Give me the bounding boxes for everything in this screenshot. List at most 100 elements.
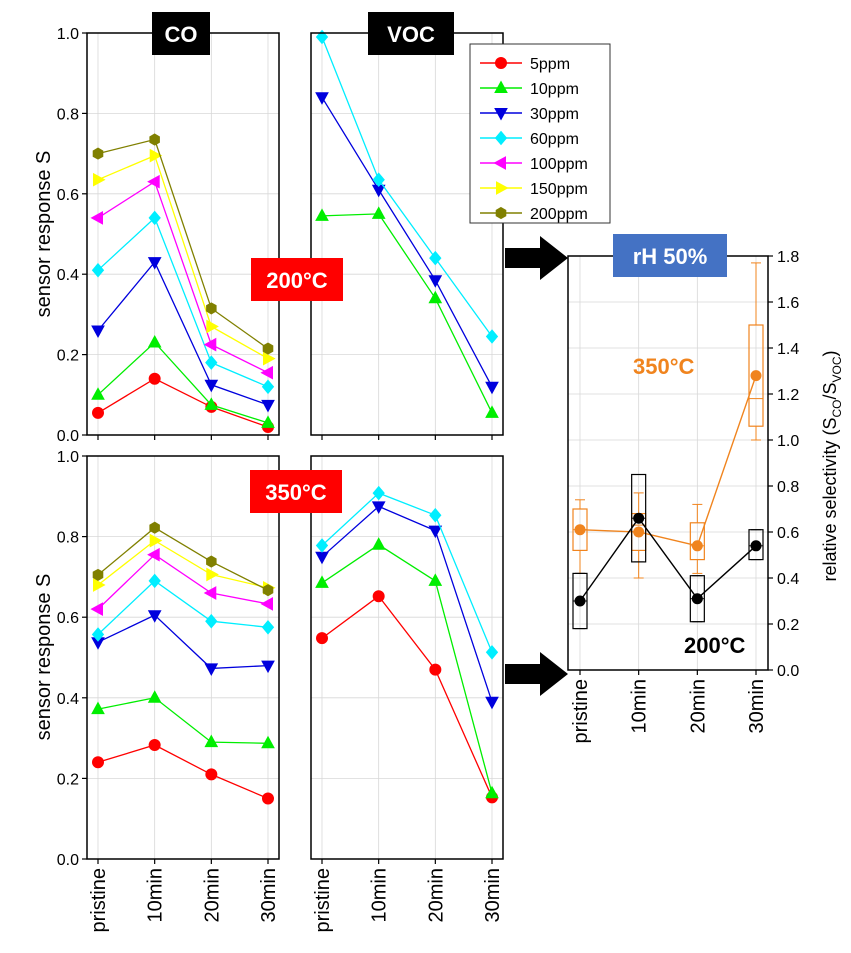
voc-title: VOC bbox=[387, 22, 435, 47]
legend-marker-s5 bbox=[495, 57, 507, 69]
data-point-s30 bbox=[261, 660, 275, 674]
x-tick-label: 30min bbox=[482, 868, 504, 922]
data-point-s150 bbox=[149, 533, 163, 548]
mean-point bbox=[750, 540, 762, 552]
series-layer bbox=[90, 29, 764, 805]
y-tick-label: 1.0 bbox=[57, 26, 79, 43]
data-point-s100 bbox=[90, 602, 103, 616]
data-point-s10 bbox=[315, 208, 329, 221]
mean-point bbox=[691, 540, 703, 552]
series-line-s30 bbox=[321, 96, 493, 388]
data-point-s150 bbox=[263, 351, 276, 366]
plot-frame-voc-350 bbox=[310, 455, 504, 860]
y-tick-label: 0.0 bbox=[57, 852, 79, 869]
data-point-s5 bbox=[205, 768, 218, 781]
data-point-s60 bbox=[429, 507, 442, 523]
data-point-s30 bbox=[485, 696, 499, 710]
legend-frame bbox=[469, 43, 611, 224]
x-tick-label: 20min bbox=[201, 868, 223, 922]
y-tick-label: 1.6 bbox=[777, 295, 799, 312]
data-point-s60 bbox=[261, 379, 275, 395]
y-tick-label: 1.2 bbox=[777, 387, 799, 404]
legend-marker-s60 bbox=[494, 130, 508, 146]
series-line-s100 bbox=[97, 180, 269, 374]
data-point-s150 bbox=[149, 148, 163, 163]
series-line-s150 bbox=[97, 539, 269, 589]
data-point-s30 bbox=[204, 379, 219, 393]
data-point-s10 bbox=[147, 334, 162, 348]
data-point-s150 bbox=[93, 578, 106, 592]
legend: 5ppm 10ppm 30ppm 60ppm 100ppm 150ppm 200ppm bbox=[469, 43, 611, 224]
x-tick-label: pristine bbox=[88, 868, 110, 932]
mean-point bbox=[633, 526, 645, 538]
data-point-s60 bbox=[429, 250, 442, 266]
box bbox=[748, 529, 764, 561]
series-line-s5 bbox=[97, 744, 269, 800]
x-tick-label: pristine bbox=[570, 679, 592, 743]
y-tick-label: 0.6 bbox=[777, 525, 799, 542]
data-point-s30 bbox=[261, 399, 275, 413]
legend-label-s30: 30ppm bbox=[530, 106, 579, 123]
arrow-lower bbox=[505, 652, 568, 696]
y-tick-label: 0.2 bbox=[777, 617, 799, 634]
y-axis-title-lower: sensor response S bbox=[33, 574, 55, 741]
data-point-s30 bbox=[147, 610, 162, 623]
legend-label-s150: 150ppm bbox=[530, 181, 588, 198]
y-tick-label: 1.0 bbox=[57, 449, 79, 466]
data-point-s5 bbox=[316, 632, 328, 645]
data-point-s200 bbox=[206, 302, 217, 315]
data-point-s10 bbox=[91, 387, 105, 400]
grid-layer bbox=[87, 32, 768, 860]
y-axis-title-upper: sensor response S bbox=[33, 151, 55, 318]
data-point-s100 bbox=[147, 174, 160, 189]
series-line-s10 bbox=[97, 697, 269, 744]
series-line-s200 bbox=[97, 138, 269, 350]
data-point-s10 bbox=[204, 397, 219, 410]
data-point-s200 bbox=[262, 342, 274, 355]
x-tick-label: 30min bbox=[746, 679, 768, 733]
data-point-s100 bbox=[260, 365, 273, 380]
data-point-s60 bbox=[205, 613, 218, 629]
series-line-s10 bbox=[97, 341, 269, 424]
series-line-s60 bbox=[97, 216, 269, 388]
data-point-s150 bbox=[206, 319, 219, 334]
co-title-tag: CO bbox=[152, 12, 210, 55]
data-point-s5 bbox=[148, 738, 161, 751]
data-point-s30 bbox=[428, 275, 443, 288]
data-point-s200 bbox=[149, 521, 160, 534]
data-point-s200 bbox=[92, 147, 104, 160]
temp-350-label: 350°C bbox=[265, 480, 327, 505]
legend-marker-s10 bbox=[494, 80, 508, 93]
mean-point bbox=[691, 593, 703, 605]
co-title: CO bbox=[165, 22, 198, 47]
x-tick-label: 10min bbox=[629, 679, 651, 733]
legend-label-s100: 100ppm bbox=[530, 156, 588, 173]
plot-frame-co-350 bbox=[86, 455, 280, 860]
data-point-s30 bbox=[204, 663, 219, 676]
legend-label-s60: 60ppm bbox=[530, 131, 579, 148]
plot-frame-co-200 bbox=[86, 32, 280, 436]
box bbox=[748, 324, 764, 427]
data-point-s30 bbox=[371, 501, 386, 514]
data-point-s30 bbox=[485, 381, 499, 395]
mean-line bbox=[579, 375, 757, 547]
temp-200-label: 200°C bbox=[266, 268, 328, 293]
data-point-s100 bbox=[260, 597, 273, 611]
legend-label-s200: 200ppm bbox=[530, 206, 588, 223]
data-point-s60 bbox=[372, 485, 385, 501]
y-tick-label: 0.4 bbox=[777, 571, 799, 588]
y-tick-label: 0.2 bbox=[57, 348, 79, 365]
data-point-s100 bbox=[203, 586, 217, 600]
data-point-s30 bbox=[315, 92, 329, 105]
x-tick-label: 30min bbox=[258, 868, 280, 922]
rh-label: rH 50% bbox=[633, 244, 708, 269]
data-point-s100 bbox=[147, 547, 160, 562]
y-tick-label: 0.6 bbox=[57, 610, 79, 627]
series-line-s10 bbox=[321, 213, 493, 414]
data-point-s30 bbox=[315, 551, 329, 565]
data-point-s10 bbox=[261, 735, 275, 749]
legend-label-s5: 5ppm bbox=[530, 56, 570, 73]
data-point-s10 bbox=[261, 415, 275, 428]
data-point-s10 bbox=[485, 405, 499, 418]
